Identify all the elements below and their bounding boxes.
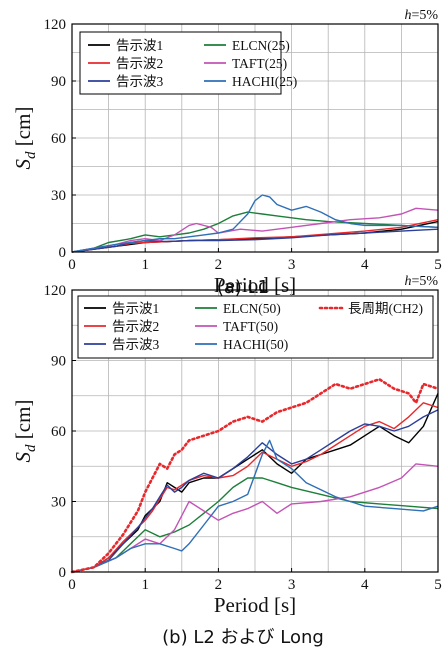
legend: 告示波1 告示波2 告示波3 ELCN(50) TAFT(50) HACHI(50) 長周期… (77, 295, 434, 359)
series-line-7 (70, 378, 440, 574)
legend-label-5: TAFT(25) (232, 56, 287, 71)
chart-caption: (a) L1 (217, 277, 269, 298)
y-tick-label: 0 (59, 245, 67, 261)
x-tick-label: 4 (361, 577, 369, 593)
series-line-5 (71, 207, 439, 253)
legend-label-3: 告示波3 (112, 337, 159, 352)
legend-label-1: 告示波1 (116, 38, 163, 53)
legend-box (79, 31, 282, 95)
y-tick-label: 120 (44, 17, 67, 33)
series-line-3 (71, 409, 439, 573)
legend-label-2: 告示波2 (112, 319, 159, 334)
series-line-4 (71, 211, 439, 253)
legend-label-6: HACHI(50) (223, 337, 288, 352)
x-tick-label: 0 (68, 577, 76, 593)
x-tick-label: 3 (288, 577, 296, 593)
x-tick-label: 0 (68, 257, 76, 273)
chart-panel-1: 0 1 2 3 4 5 0 30 60 90 120 h=5% 告示波1 告示波2 告示波3 ELCN(25)… (11, 8, 442, 298)
y-tick-label: 90 (51, 74, 66, 90)
x-tick-label: 3 (288, 257, 296, 273)
x-tick-label: 1 (141, 577, 149, 593)
y-axis-label: Sd [cm] (11, 107, 39, 170)
legend-box (77, 295, 434, 359)
x-tick-label: 2 (215, 577, 223, 593)
legend-label-1: 告示波1 (112, 301, 159, 316)
legend-label-5: TAFT(50) (223, 319, 278, 334)
y-tick-label: 0 (59, 565, 67, 581)
damping-note: h=5% (404, 8, 438, 23)
x-axis-label: Period [s] (214, 593, 296, 617)
legend-label-2: 告示波2 (116, 56, 163, 71)
grid (72, 24, 438, 252)
series-line-5 (71, 463, 439, 573)
damping-note: h=5% (404, 274, 438, 289)
y-tick-label: 120 (44, 283, 67, 299)
plot-frame (71, 23, 439, 253)
y-tick-label: 30 (51, 188, 66, 204)
legend: 告示波1 告示波2 告示波3 ELCN(25) TAFT(25) HACHI(25) (79, 31, 297, 95)
y-tick-label: 90 (51, 354, 66, 370)
series-line-3 (71, 228, 439, 253)
x-tick-label: 5 (434, 577, 442, 593)
x-tick-label: 2 (215, 257, 223, 273)
chart-caption: (b) L2 および Long (162, 627, 324, 648)
series-line-6 (71, 439, 439, 573)
series-line-6 (71, 194, 439, 253)
y-tick-label: 60 (51, 424, 66, 440)
y-tick-label: 60 (51, 131, 66, 147)
legend-label-6: HACHI(25) (232, 74, 297, 89)
legend-label-4: ELCN(50) (223, 301, 281, 316)
y-axis-label: Sd [cm] (11, 400, 39, 463)
x-tick-label: 4 (361, 257, 369, 273)
y-tick-label: 30 (51, 495, 66, 511)
legend-label-7: 長周期(CH2) (348, 301, 423, 316)
chart-panel-2: 0 1 2 3 4 5 0 30 60 90 120 h=5% 告示波1 告示波2 告示波3 ELCN(50)… (11, 274, 442, 648)
x-tick-label: 1 (141, 257, 149, 273)
x-tick-label: 5 (434, 257, 442, 273)
legend-label-4: ELCN(25) (232, 38, 290, 53)
legend-label-3: 告示波3 (116, 74, 163, 89)
plot-frame (71, 289, 439, 573)
